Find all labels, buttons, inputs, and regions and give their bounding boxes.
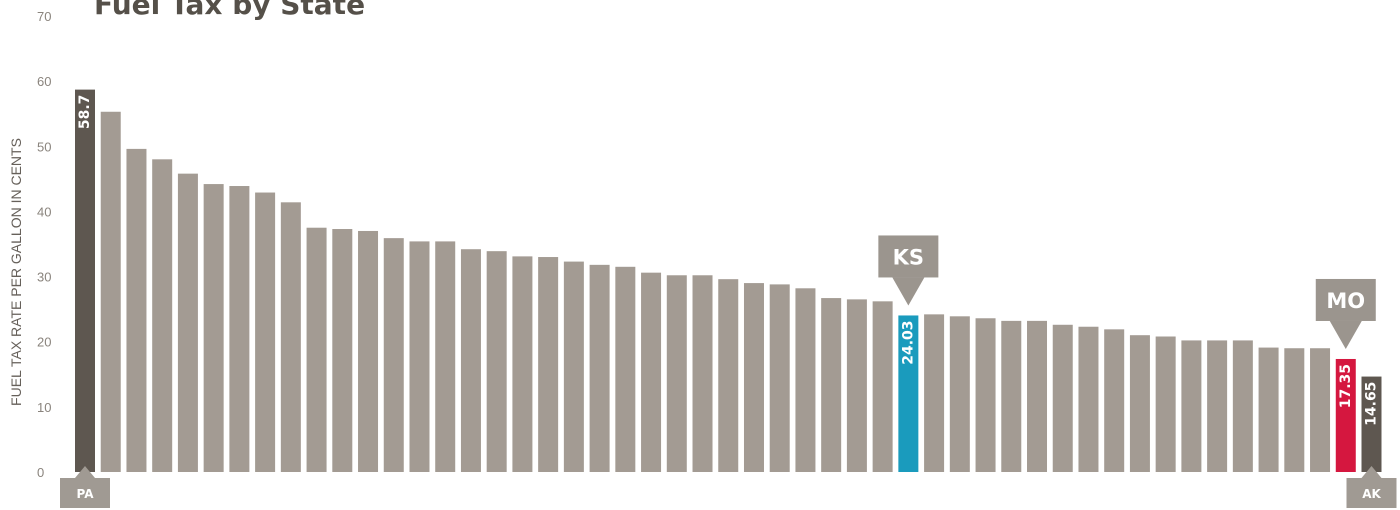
bar	[255, 192, 276, 472]
callout-label: KS	[893, 245, 924, 269]
bar	[975, 318, 996, 472]
callout-arrow	[1329, 320, 1362, 349]
state-tag	[60, 478, 110, 508]
bar	[1310, 348, 1331, 472]
y-tick-label: 60	[37, 74, 51, 89]
bar	[1001, 320, 1022, 472]
bar	[152, 159, 173, 473]
bar-value-label: 24.03	[900, 320, 916, 364]
bar	[589, 264, 610, 472]
bar	[409, 241, 430, 472]
bar	[203, 184, 224, 472]
bar	[795, 288, 816, 472]
bar	[1027, 320, 1048, 472]
y-tick-label: 10	[37, 400, 51, 415]
bar	[1155, 336, 1176, 472]
bar	[949, 316, 970, 472]
bar	[1078, 326, 1099, 472]
bar	[1258, 347, 1279, 472]
bar	[666, 275, 687, 472]
callout-label: MO	[1326, 289, 1365, 313]
bar	[435, 241, 456, 472]
y-tick-label: 70	[37, 9, 51, 24]
tag-arrow	[1361, 466, 1382, 478]
bar	[872, 301, 893, 472]
bar	[538, 257, 559, 472]
callout-arrow	[892, 277, 925, 306]
state-tag-label: AK	[1362, 487, 1381, 501]
y-axis-ticks: 0 10 20 30 40 50 60 70	[37, 9, 51, 480]
bar	[718, 279, 739, 472]
state-tag-label: PA	[77, 487, 95, 501]
bar-value-label: 58.7	[77, 95, 93, 130]
bar	[332, 229, 353, 472]
value-labels: 58.7 24.03 17.35 14.65	[77, 95, 1380, 426]
y-tick-label: 50	[37, 139, 51, 154]
bar	[306, 227, 327, 472]
callout-box	[878, 235, 939, 278]
bar	[692, 275, 713, 472]
bar	[177, 173, 198, 472]
state-tags: PA AK	[60, 466, 1397, 508]
bar	[924, 314, 945, 472]
bar	[383, 238, 404, 472]
bar	[1361, 376, 1382, 472]
bar	[512, 256, 533, 472]
bar	[280, 202, 301, 472]
bar	[563, 261, 584, 472]
bar	[743, 283, 764, 472]
callout-box	[1315, 278, 1376, 321]
y-tick-label: 40	[37, 204, 51, 219]
bar	[1104, 329, 1125, 472]
bar	[75, 89, 95, 473]
bar	[898, 315, 919, 472]
bar	[100, 111, 121, 472]
bar	[846, 299, 867, 472]
bars-group	[75, 89, 1382, 473]
bar	[1335, 358, 1356, 472]
y-tick-label: 0	[37, 465, 44, 480]
bar	[1129, 335, 1150, 472]
bar	[1284, 348, 1305, 472]
bar	[358, 230, 379, 472]
bar	[229, 186, 250, 472]
bar	[615, 266, 636, 472]
y-tick-label: 30	[37, 270, 51, 285]
callouts: KS MO	[878, 235, 1376, 349]
bar-value-label: 17.35	[1338, 364, 1354, 408]
bar	[769, 284, 790, 472]
y-axis-label: FUEL TAX RATE PER GALLON IN CENTS	[8, 138, 24, 406]
bar	[641, 272, 662, 472]
chart-title: Fuel Tax by State	[94, 0, 366, 21]
bar	[821, 298, 842, 472]
tag-arrow	[75, 466, 95, 478]
bar	[460, 249, 481, 472]
bar-value-label: 14.65	[1364, 382, 1380, 426]
bar	[1181, 340, 1202, 472]
bar	[1232, 340, 1253, 472]
state-tag	[1346, 478, 1397, 508]
bar	[1207, 340, 1228, 472]
y-tick-label: 20	[37, 335, 51, 350]
bar	[486, 251, 507, 472]
bar	[126, 148, 147, 473]
bar	[1052, 324, 1073, 472]
